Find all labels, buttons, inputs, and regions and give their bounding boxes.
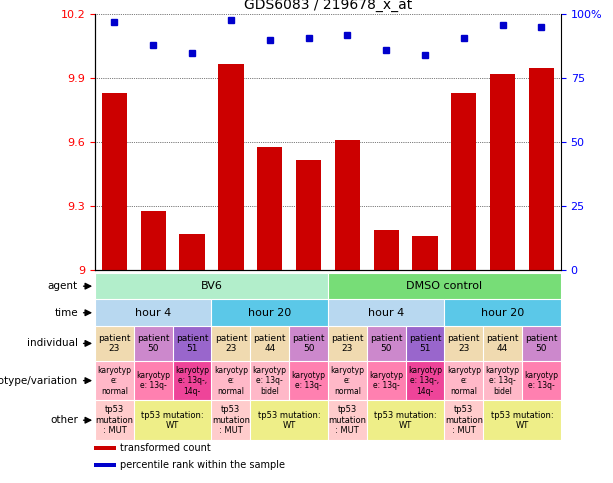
Bar [257,147,283,270]
Bar [102,93,127,270]
Text: tp53
mutation
: MUT: tp53 mutation : MUT [329,405,367,435]
Text: tp53 mutation:
WT: tp53 mutation: WT [142,411,204,430]
Text: patient
50: patient 50 [292,334,325,353]
Title: GDS6083 / 219678_x_at: GDS6083 / 219678_x_at [244,0,412,12]
Text: time: time [55,308,78,318]
Text: patient
23: patient 23 [447,334,480,353]
Text: tp53
mutation
: MUT: tp53 mutation : MUT [212,405,250,435]
Text: karyotyp
e: 13q-: karyotyp e: 13q- [525,371,558,390]
Text: tp53 mutation:
WT: tp53 mutation: WT [258,411,321,430]
Text: transformed count: transformed count [120,443,211,454]
Text: patient
50: patient 50 [137,334,170,353]
Text: DMSO control: DMSO control [406,281,482,291]
Bar [94,446,116,451]
Text: patient
44: patient 44 [253,334,286,353]
Text: karyotyp
e: 13q-: karyotyp e: 13q- [136,371,170,390]
Text: patient
50: patient 50 [525,334,558,353]
Text: karyotyp
e:
normal: karyotyp e: normal [447,366,481,396]
Bar [490,74,516,270]
Text: tp53 mutation:
WT: tp53 mutation: WT [375,411,437,430]
Text: karyotyp
e:
normal: karyotyp e: normal [97,366,131,396]
Text: patient
50: patient 50 [370,334,403,353]
Bar [140,211,166,270]
Text: percentile rank within the sample: percentile rank within the sample [120,460,285,470]
Text: other: other [50,415,78,425]
Text: karyotyp
e: 13q-: karyotyp e: 13q- [369,371,403,390]
Bar [335,141,360,270]
Text: patient
23: patient 23 [215,334,247,353]
Text: karyotyp
e: 13q-
bidel: karyotyp e: 13q- bidel [485,366,520,396]
Text: patient
44: patient 44 [486,334,519,353]
Text: patient
51: patient 51 [409,334,441,353]
Bar [373,230,399,270]
Bar [529,68,554,270]
Text: hour 20: hour 20 [481,308,524,318]
Text: genotype/variation: genotype/variation [0,376,78,385]
Text: karyotyp
e: 13q-,
14q-: karyotyp e: 13q-, 14q- [175,366,209,396]
Text: hour 4: hour 4 [368,308,405,318]
Bar [218,64,243,270]
Text: karyotyp
e:
normal: karyotyp e: normal [330,366,364,396]
Text: hour 4: hour 4 [135,308,172,318]
Bar [413,236,438,270]
Text: karyotyp
e: 13q-,
14q-: karyotyp e: 13q-, 14q- [408,366,442,396]
Text: agent: agent [48,281,78,291]
Bar [296,159,321,270]
Bar [451,93,476,270]
Text: hour 20: hour 20 [248,308,291,318]
Text: individual: individual [27,339,78,348]
Text: patient
51: patient 51 [176,334,208,353]
Text: karyotyp
e: 13q-
bidel: karyotyp e: 13q- bidel [253,366,287,396]
Text: tp53 mutation:
WT: tp53 mutation: WT [491,411,554,430]
Text: BV6: BV6 [200,281,223,291]
Bar [180,234,205,270]
Text: patient
23: patient 23 [98,334,131,353]
Text: tp53
mutation
: MUT: tp53 mutation : MUT [96,405,134,435]
Text: karyotyp
e:
normal: karyotyp e: normal [214,366,248,396]
Bar [94,463,116,468]
Text: patient
23: patient 23 [331,334,364,353]
Text: karyotyp
e: 13q-: karyotyp e: 13q- [292,371,326,390]
Text: tp53
mutation
: MUT: tp53 mutation : MUT [445,405,483,435]
